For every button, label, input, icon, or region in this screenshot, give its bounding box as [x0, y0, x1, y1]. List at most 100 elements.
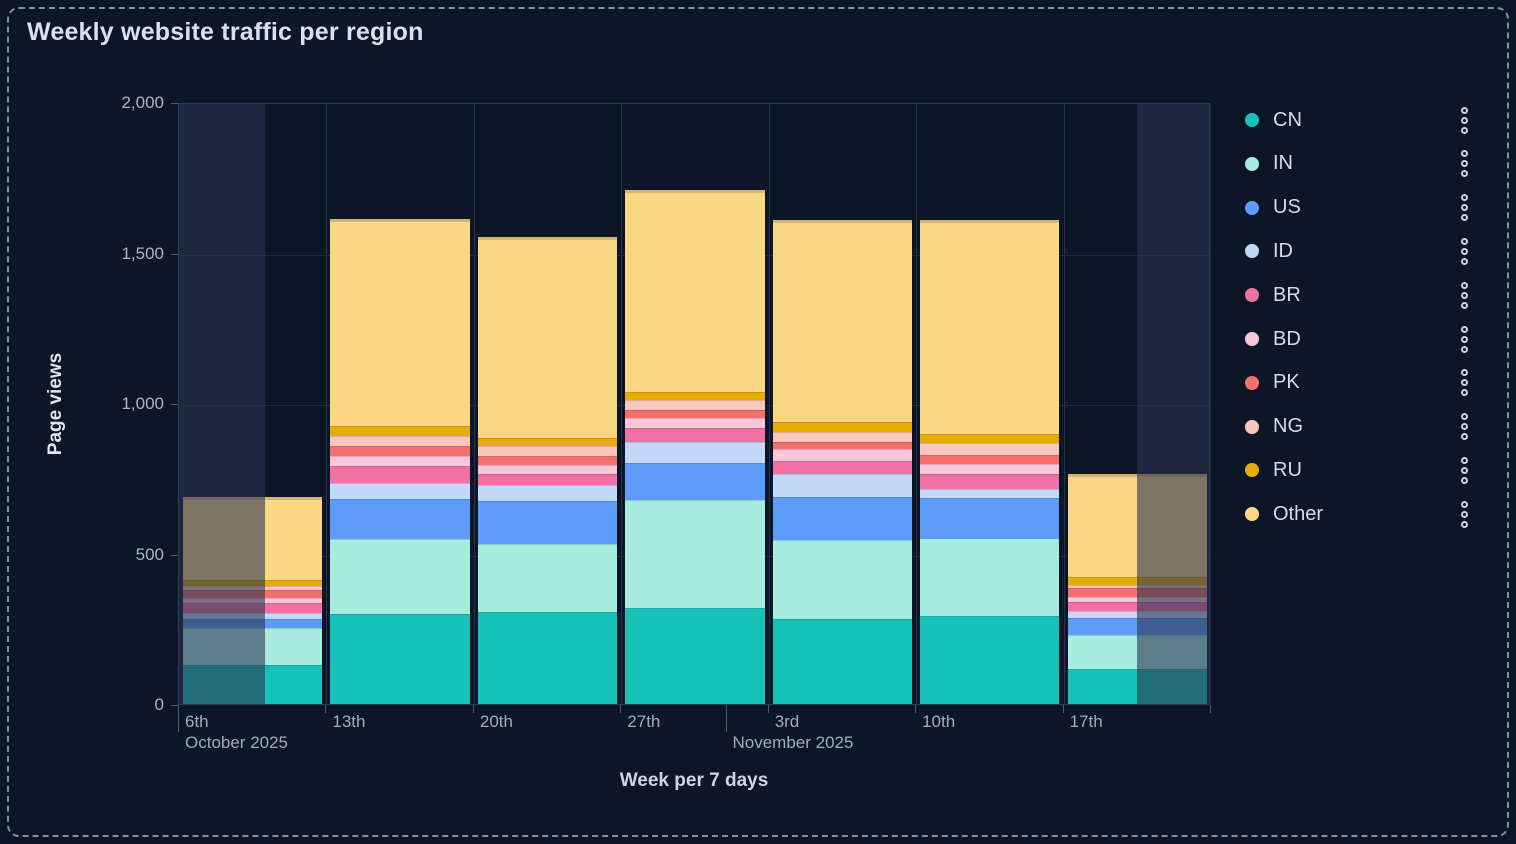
bar-segment-bd-13th[interactable] [330, 456, 470, 466]
legend-item-ru[interactable]: RU [1240, 454, 1472, 486]
legend-item-label: CN [1273, 108, 1302, 131]
page-title: Weekly website traffic per region [27, 18, 424, 46]
bar-segment-cn-10th[interactable] [920, 616, 1060, 704]
dashed-panel-border [7, 7, 1509, 837]
legend-item-bd[interactable]: BD [1240, 323, 1472, 355]
bar-segment-ng-3rd[interactable] [772, 431, 913, 442]
bar-segment-br-10th[interactable] [920, 474, 1060, 490]
kebab-menu-icon[interactable] [1461, 280, 1468, 310]
kebab-menu-icon[interactable] [1461, 149, 1468, 179]
bar-segment-us-20th[interactable] [477, 501, 618, 544]
bar-segment-other-10th[interactable] [920, 220, 1060, 434]
legend-color-dot [1245, 156, 1259, 171]
bar-segment-us-27th[interactable] [625, 462, 765, 500]
bar-segment-bd-27th[interactable] [625, 418, 765, 429]
bar-segment-bd-3rd[interactable] [772, 449, 913, 461]
legend-color-dot [1245, 113, 1259, 127]
bar-segment-bd-10th[interactable] [920, 464, 1060, 474]
vertical-gridline [621, 104, 623, 704]
bar-segment-br-27th[interactable] [625, 428, 765, 443]
bar-segment-ru-13th[interactable] [330, 425, 470, 436]
bar-segment-id-10th[interactable] [920, 489, 1060, 499]
bar-segment-in-10th[interactable] [920, 538, 1060, 617]
bar-segment-other-20th[interactable] [477, 236, 618, 438]
bar-segment-ng-27th[interactable] [625, 399, 765, 410]
bar-segment-in-3rd[interactable] [772, 539, 913, 620]
legend-color-dot [1245, 244, 1259, 259]
bar-segment-pk-17th[interactable] [1067, 588, 1207, 597]
bar-segment-in-13th[interactable] [330, 539, 470, 614]
bar-segment-ru-17th[interactable] [1067, 577, 1207, 585]
bar-segment-ru-27th[interactable] [625, 391, 765, 400]
legend-item-br[interactable]: BR [1240, 279, 1472, 311]
x-tick-label: 13th [332, 712, 366, 731]
bar-segment-ng-20th[interactable] [477, 446, 618, 456]
legend-item-label: Other [1273, 502, 1324, 525]
kebab-menu-icon[interactable] [1461, 455, 1468, 485]
kebab-menu-icon[interactable] [1461, 412, 1468, 442]
legend-item-pk[interactable]: PK [1240, 367, 1472, 399]
kebab-menu-icon[interactable] [1461, 193, 1468, 223]
month-tick-mark [178, 705, 179, 732]
kebab-menu-icon[interactable] [1461, 499, 1468, 529]
bar-segment-ru-20th[interactable] [477, 437, 618, 446]
bar-segment-ru-10th[interactable] [920, 434, 1060, 443]
bar-segment-cn-3rd[interactable] [772, 619, 913, 704]
x-tick-label: 17th [1069, 712, 1103, 731]
legend-color-dot [1245, 288, 1259, 303]
bar-segment-ru-3rd[interactable] [772, 422, 913, 432]
legend-color-dot [1245, 332, 1259, 346]
bar-segment-us-3rd[interactable] [772, 497, 913, 540]
bar-segment-ng-10th[interactable] [920, 443, 1060, 456]
out-of-range-overlay [1137, 104, 1211, 704]
bar-segment-us-13th[interactable] [330, 498, 470, 540]
bar-segment-id-3rd[interactable] [772, 474, 913, 498]
y-tick-mark [171, 554, 178, 556]
legend-item-other[interactable]: Other [1240, 498, 1472, 530]
bar-segment-other-13th[interactable] [330, 218, 470, 426]
legend-item-cn[interactable]: CN [1240, 104, 1472, 136]
bar-segment-br-20th[interactable] [477, 474, 618, 486]
bar-segment-pk-10th[interactable] [920, 455, 1060, 465]
legend-item-label: BD [1273, 327, 1301, 350]
bar-segment-id-17th[interactable] [1067, 611, 1207, 619]
kebab-menu-icon[interactable] [1461, 236, 1468, 266]
kebab-menu-icon[interactable] [1461, 105, 1468, 135]
bar-segment-pk-13th[interactable] [330, 445, 470, 456]
bar-segment-br-17th[interactable] [1067, 601, 1207, 611]
x-tick-mark [915, 705, 917, 713]
vertical-gridline [916, 104, 918, 704]
bar-segment-cn-27th[interactable] [625, 608, 765, 704]
bar-segment-other-27th[interactable] [625, 189, 765, 392]
bar-segment-cn-13th[interactable] [330, 613, 470, 704]
legend-item-in[interactable]: IN [1240, 148, 1472, 180]
bar-segment-bd-20th[interactable] [477, 465, 618, 474]
legend-item-us[interactable]: US [1240, 192, 1472, 224]
bar-segment-us-10th[interactable] [920, 498, 1060, 539]
legend-color-dot [1245, 463, 1259, 478]
bar-segment-pk-27th[interactable] [625, 409, 765, 419]
kebab-menu-icon[interactable] [1461, 368, 1468, 398]
y-tick-label: 500 [135, 544, 164, 564]
legend-item-ng[interactable]: NG [1240, 411, 1472, 443]
bar-segment-ng-13th[interactable] [330, 435, 470, 446]
bar-segment-id-13th[interactable] [330, 482, 470, 499]
bar-segment-cn-20th[interactable] [477, 612, 618, 704]
y-tick-mark [171, 404, 178, 405]
kebab-menu-icon[interactable] [1461, 324, 1468, 354]
bar-segment-id-27th[interactable] [625, 442, 765, 463]
bar-segment-other-3rd[interactable] [772, 220, 913, 423]
legend-item-label: RU [1273, 458, 1302, 481]
legend-item-id[interactable]: ID [1240, 235, 1472, 267]
bar-segment-pk-20th[interactable] [477, 456, 618, 465]
bar-segment-bd-17th[interactable] [1067, 596, 1207, 602]
vertical-gridline [768, 104, 770, 704]
bar-segment-in-27th[interactable] [625, 499, 765, 609]
bar-segment-ng-17th[interactable] [1067, 584, 1207, 589]
bar-segment-br-3rd[interactable] [772, 460, 913, 474]
bar-segment-br-13th[interactable] [330, 465, 470, 483]
bar-segment-id-20th[interactable] [477, 485, 618, 502]
bar-segment-pk-3rd[interactable] [772, 441, 913, 450]
bar-segment-in-20th[interactable] [477, 543, 618, 613]
legend-item-label: IN [1273, 152, 1293, 175]
